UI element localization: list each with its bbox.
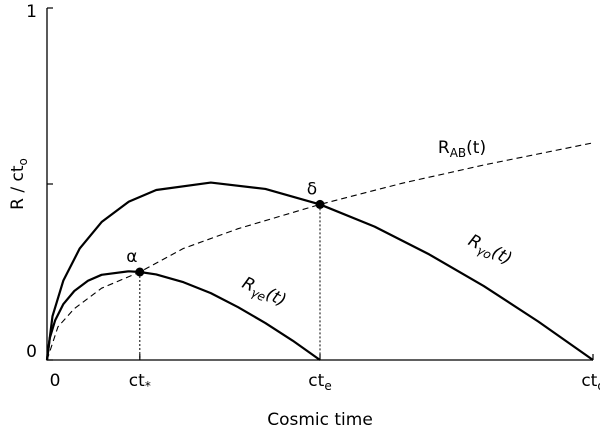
series-label: RAB(t) — [438, 138, 486, 160]
x-tick-label-part: * — [145, 379, 151, 393]
x-tick-label-part: ct — [308, 371, 324, 391]
x-tick-label-part: ct — [581, 371, 597, 391]
series-label-part: γo — [475, 243, 494, 262]
x-axis-title: Cosmic time — [267, 410, 373, 429]
series-label: Rγo(t) — [464, 231, 515, 271]
point-label: α — [126, 247, 137, 267]
series-label-part: (t) — [488, 243, 515, 270]
x-tick-label-part: ct — [129, 371, 145, 391]
series-label-part: γe — [249, 285, 268, 304]
x-tick-label: cte — [308, 371, 331, 393]
x-tick-label-part: 0 — [50, 371, 61, 391]
y-axis-title-part: o — [16, 158, 30, 165]
point — [135, 267, 145, 277]
y-axis-title: R / cto — [8, 158, 30, 210]
series-label: Rγe(t) — [238, 273, 289, 312]
x-tick-label-part: o — [597, 379, 600, 393]
x-tick-label: ct* — [129, 371, 151, 393]
point — [315, 199, 325, 209]
series-label-part: AB — [450, 146, 466, 160]
x-tick-label: 0 — [50, 371, 61, 391]
x-tick-label: cto — [581, 371, 600, 393]
series-label-part: (t) — [466, 138, 486, 158]
point-label: δ — [307, 179, 317, 199]
series-label-part: R — [438, 138, 450, 158]
axis — [46, 8, 593, 361]
x-tick-label-part: e — [324, 379, 331, 393]
series-label-part: (t) — [263, 284, 290, 311]
y-tick-label: 1 — [26, 2, 37, 22]
series-line — [45, 181, 594, 361]
series-line — [46, 142, 594, 361]
y-axis-title-part: R / ct — [8, 165, 28, 210]
series-line — [45, 270, 321, 361]
y-tick-label: 0 — [26, 342, 37, 362]
